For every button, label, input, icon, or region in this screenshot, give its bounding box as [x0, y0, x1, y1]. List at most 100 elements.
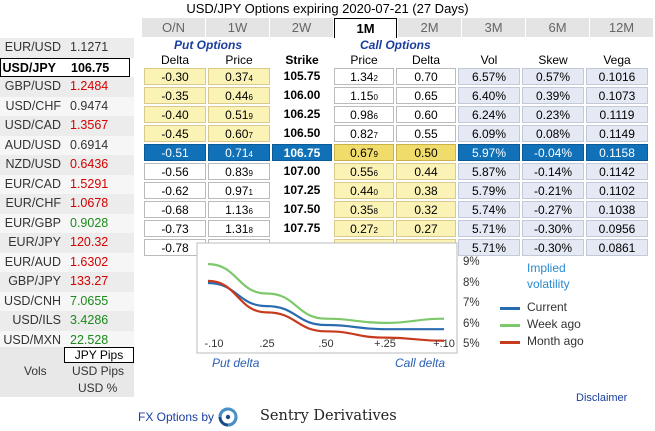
cell-vega: 0.1016	[586, 68, 648, 85]
table-row[interactable]: -0.56 0.839 107.00 0.556 0.44 5.87% -0.14% 0.11…	[0, 162, 655, 181]
table-row[interactable]: -0.62 0.971 107.25 0.440 0.38 5.79% -0.21% 0.11…	[0, 181, 655, 200]
pair-row[interactable]: EUR/JPY 120.32	[0, 233, 134, 253]
y-tick-label: 5%	[463, 338, 480, 350]
tab-tenor[interactable]: O/N	[142, 18, 205, 37]
cell-subpip: 9	[248, 169, 253, 178]
tab-tenor[interactable]: 12M	[590, 18, 653, 37]
cell-value: 0.44	[414, 165, 438, 179]
usd-percent-toggle[interactable]: USD %	[78, 381, 118, 395]
pair-name: EUR/USD	[4, 40, 61, 54]
cell-put-price: 0.519	[208, 106, 270, 123]
pair-row[interactable]: USD/JPY 106.75	[0, 57, 130, 77]
put-options-heading: Put Options	[174, 38, 242, 52]
pair-row[interactable]: EUR/USD 1.1271	[0, 38, 134, 58]
put-delta-caption: Put delta	[212, 356, 260, 370]
cell-strike: 107.25	[272, 182, 332, 199]
tab-tenor[interactable]: 1W	[206, 18, 269, 37]
tab-tenor[interactable]: 2M	[398, 18, 461, 37]
pair-price: 133.27	[70, 274, 109, 288]
pair-row[interactable]: USD/CNH 7.0655	[0, 291, 134, 311]
cell-value: -0.14%	[533, 165, 573, 179]
cell-value: 0.0861	[598, 241, 636, 255]
cell-vol: 5.87%	[458, 163, 520, 180]
y-tick-label: 8%	[463, 276, 480, 289]
cell-value: 0.32	[414, 203, 438, 217]
pair-price: 1.0678	[70, 196, 109, 210]
pair-row[interactable]: GBP/JPY 133.27	[0, 272, 134, 292]
col-vega: Vega	[603, 53, 631, 67]
cell-vega: 0.1038	[586, 201, 648, 218]
cell-put-price: 0.446	[208, 87, 270, 104]
pair-row[interactable]: NZD/USD 0.6436	[0, 155, 134, 175]
cell-value: -0.40	[161, 108, 189, 122]
cell-strike: 107.50	[272, 201, 332, 218]
pair-name: AUD/USD	[4, 137, 61, 152]
pair-row[interactable]: USD/MXN 22.528	[0, 330, 134, 350]
table-row[interactable]: -0.40 0.519 106.25 0.986 0.60 6.24% 0.23% 0.111…	[0, 105, 655, 124]
tab-tenor[interactable]: 6M	[526, 18, 589, 37]
cell-vega: 0.1102	[586, 182, 648, 199]
cell-value: -0.68	[161, 203, 189, 217]
cell-vol: 6.57%	[458, 68, 520, 85]
table-row[interactable]: -0.30 0.374 105.75 1.342 0.70 6.57% 0.57% 0.101…	[0, 67, 655, 86]
cell-subpip: 8	[373, 207, 378, 216]
cell-value: 0.44	[350, 184, 374, 198]
cell-put-delta: -0.73	[144, 220, 206, 237]
pair-row[interactable]: USD/ILS 3.4286	[0, 311, 134, 331]
cell-value: 0.1149	[599, 127, 635, 141]
cell-put-price: 0.607	[208, 125, 270, 142]
cell-value: -0.21%	[533, 184, 573, 198]
tab-tenor[interactable]: 2W	[270, 18, 333, 37]
pair-name: EUR/CAD	[4, 176, 61, 191]
col-skew: Skew	[538, 53, 568, 67]
cell-value: 105.75	[283, 69, 321, 83]
pair-row[interactable]: AUD/USD 0.6914	[0, 135, 134, 155]
cell-call-delta: 0.32	[396, 201, 456, 218]
cell-strike: 106.50	[272, 125, 332, 142]
disclaimer-link[interactable]: Disclaimer	[576, 392, 628, 404]
table-row[interactable]: -0.45 0.607 106.50 0.827 0.55 6.09% 0.08% 0.114…	[0, 124, 655, 143]
tab-tenor[interactable]: 1M	[334, 18, 397, 38]
cell-call-delta: 0.50	[396, 144, 456, 161]
pair-row[interactable]: EUR/CAD 1.5291	[0, 174, 134, 194]
pair-row[interactable]: USD/CHF 0.9474	[0, 96, 134, 116]
cell-value: 1.15	[350, 89, 374, 103]
jpy-pips-toggle[interactable]: JPY Pips	[64, 347, 134, 363]
pair-name: USD/CNH	[4, 293, 61, 308]
x-tick-label: -.10	[205, 338, 224, 350]
table-row[interactable]: -0.73 1.318 107.75 0.272 0.27 5.71% -0.30% 0.09…	[0, 219, 655, 238]
cell-call-price: 0.556	[334, 163, 394, 180]
tab-tenor[interactable]: 3M	[462, 18, 525, 37]
usd-pips-toggle[interactable]: USD Pips	[72, 364, 125, 378]
cell-subpip: 9	[373, 150, 378, 159]
cell-put-delta: -0.62	[144, 182, 206, 199]
cell-vol: 6.40%	[458, 87, 520, 104]
cell-value: 0.97	[225, 184, 249, 198]
pair-name: GBP/USD	[4, 79, 61, 93]
cell-value: 0.39%	[535, 89, 571, 103]
cell-value: 1.31	[225, 222, 249, 236]
pair-row[interactable]: EUR/AUD 1.6302	[0, 252, 134, 272]
vols-toggle[interactable]: Vols	[24, 364, 47, 378]
legend-title: Implied volatility	[527, 260, 570, 292]
cell-vega: 0.1149	[586, 125, 648, 142]
pair-row[interactable]: EUR/CHF 1.0678	[0, 194, 134, 214]
cell-value: 0.71	[225, 146, 249, 160]
y-tick-label: 7%	[463, 297, 480, 309]
cell-put-price: 0.839	[208, 163, 270, 180]
cell-call-price: 0.272	[334, 220, 394, 237]
cell-value: 5.71%	[471, 222, 507, 236]
cell-subpip: 7	[373, 131, 378, 140]
table-row[interactable]: -0.35 0.446 106.00 1.150 0.65 6.40% 0.39% 0.107…	[0, 86, 655, 105]
table-row[interactable]: -0.51 0.714 106.75 0.679 0.50 5.97% -0.04% 0.11…	[0, 143, 655, 162]
cell-value: 106.50	[283, 126, 321, 140]
cell-put-price: 0.374	[208, 68, 270, 85]
pair-row[interactable]: EUR/GBP 0.9028	[0, 213, 134, 233]
pair-name: USD/CHF	[5, 98, 61, 113]
cell-call-price: 0.358	[334, 201, 394, 218]
pair-row[interactable]: GBP/USD 1.2484	[0, 77, 134, 97]
cell-skew: -0.14%	[522, 163, 584, 180]
pair-row[interactable]: USD/CAD 1.3567	[0, 116, 134, 136]
cell-value: 0.65	[414, 89, 438, 103]
table-row[interactable]: -0.68 1.136 107.50 0.358 0.32 5.74% -0.27% 0.10…	[0, 200, 655, 219]
